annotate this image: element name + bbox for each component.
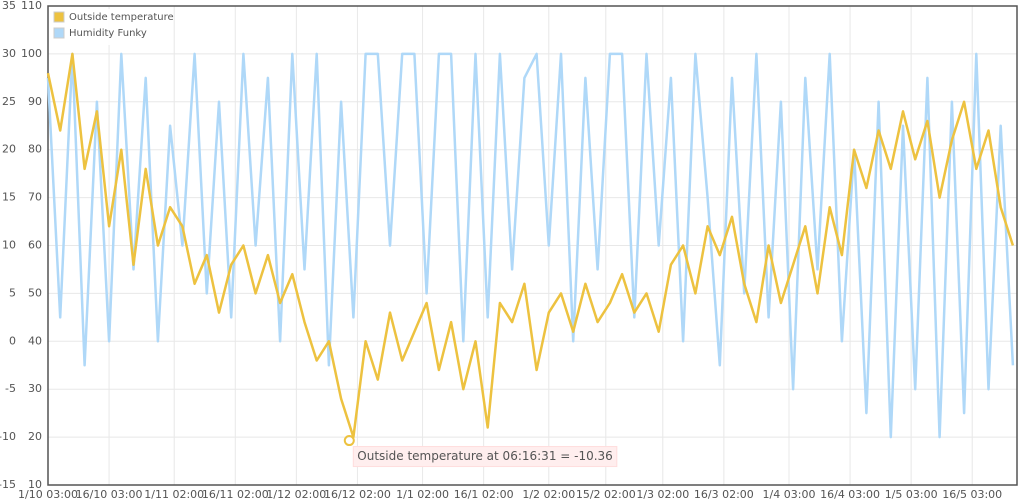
x-tick-label: 16/3 02:00 [694,488,754,501]
y2-tick-label: 90 [28,95,42,108]
x-tick-label: 1/3 02:00 [636,488,689,501]
y2-tick-label: 20 [28,430,42,443]
x-tick-label: 1/12 02:00 [266,488,326,501]
x-tick-label: 1/11 02:00 [144,488,204,501]
y2-tick-label: 30 [28,382,42,395]
y-tick-label: -10 [0,430,16,443]
y2-tick-label: 80 [28,143,42,156]
y2-tick-label: 100 [21,47,42,60]
y2-tick-label: 110 [21,0,42,12]
legend-bg [51,9,173,45]
x-tick-label: 16/11 02:00 [202,488,269,501]
x-tick-label: 1/1 02:00 [396,488,449,501]
x-tick-label: 15/2 02:00 [576,488,636,501]
y2-tick-label: 70 [28,191,42,204]
y-tick-label: 25 [2,95,16,108]
y-tick-label: 15 [2,191,16,204]
y-tick-label: 10 [2,239,16,252]
y2-tick-label: 40 [28,334,42,347]
y-tick-label: 20 [2,143,16,156]
x-tick-label: 16/4 03:00 [820,488,880,501]
legend-label: Outside temperature [69,12,174,23]
tooltip-box [352,446,618,468]
plot-border [47,5,1018,486]
y-tick-label: 0 [9,334,16,347]
y-tick-label: 30 [2,47,16,60]
x-tick-label: 16/5 03:00 [942,488,1002,501]
series-line [46,52,1015,439]
y2-tick-label: 60 [28,239,42,252]
x-tick-label: 1/4 03:00 [763,488,816,501]
y-tick-label: -15 [0,478,16,491]
legend-swatch [53,11,65,23]
y2-tick-label: 50 [28,286,42,299]
y2-tick-label: 10 [28,478,42,491]
y-tick-label: 35 [2,0,16,12]
x-tick-label: 1/2 02:00 [522,488,575,501]
tooltip-text: Outside temperature at 06:16:31 = -10.36 [357,449,613,463]
highlight-point [343,435,355,447]
x-tick-label: 16/10 03:00 [76,488,143,501]
legend-label: Humidity Funky [69,28,147,39]
x-tick-label: 16/1 02:00 [454,488,514,501]
x-tick-label: 16/12 02:00 [324,488,391,501]
x-tick-label: 1/10 03:00 [18,488,78,501]
legend: Outside temperature Humidity Funky [51,9,174,45]
y-tick-label: -5 [5,382,16,395]
y-tick-label: 5 [9,286,16,299]
x-tick-label: 1/5 03:00 [885,488,938,501]
legend-swatch [53,27,65,39]
